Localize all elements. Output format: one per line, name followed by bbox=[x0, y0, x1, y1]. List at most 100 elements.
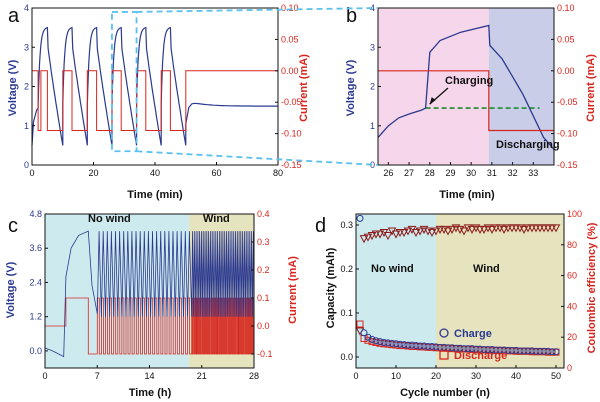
charge-point-10 bbox=[396, 340, 404, 348]
ce-point-12 bbox=[403, 227, 413, 236]
charge-point-47 bbox=[544, 347, 552, 355]
charging-annotation: Charging bbox=[445, 75, 493, 87]
panel-c-y2tick-label-5: 0.4 bbox=[257, 209, 270, 219]
panel-a-y2tick-label-4: -0.10 bbox=[281, 129, 302, 139]
panel-b-y-label: Voltage (V) bbox=[345, 59, 357, 116]
ce-point-49 bbox=[551, 224, 561, 233]
panel-a-y2tick-label-2: 0.00 bbox=[281, 66, 299, 76]
charge-point-36 bbox=[500, 346, 508, 354]
charge-point-37 bbox=[504, 346, 512, 354]
panel-d-y2tick-label-5: 100 bbox=[567, 209, 582, 219]
panel-a-y2-label: Current (mA) bbox=[298, 54, 310, 122]
charge-point-20 bbox=[436, 343, 444, 351]
panel-a-x-label: Time (min) bbox=[127, 189, 183, 201]
panel-c-y2tick-label-4: 0.3 bbox=[257, 237, 270, 247]
zoom-guides bbox=[111, 7, 379, 166]
charge-point-17 bbox=[424, 342, 432, 350]
panel-a-xtick-label-3: 60 bbox=[211, 168, 221, 178]
panel-a: 0 20 40 60 80 0 1 2 3 4 0.10 0.05 0.00 -0.05 -0.10 -0.1… bbox=[7, 3, 310, 201]
panel-b-xtick-label-6: 32 bbox=[508, 168, 518, 178]
panel-d-ytick-label-0: 0.0 bbox=[340, 352, 353, 362]
charge-point-18 bbox=[428, 342, 436, 350]
panel-c-xtick-label-4: 28 bbox=[249, 371, 259, 381]
ce-point-1 bbox=[359, 235, 369, 244]
panel-d-x-label: Cycle number (n) bbox=[400, 387, 490, 399]
panel-a-plot-area: 0 20 40 60 80 0 1 2 3 4 0.10 0.05 0.00 -0.05 -0.10 -0.1… bbox=[24, 3, 302, 178]
panel-c-xtick-label-0: 0 bbox=[42, 371, 47, 381]
panel-b-xtick-label-4: 30 bbox=[466, 168, 476, 178]
panel-d-xtick-label-3: 30 bbox=[471, 371, 481, 381]
ce-point-14 bbox=[411, 228, 421, 238]
panel-b-voltage-line bbox=[377, 24, 555, 150]
panel-d-wind-label: Wind bbox=[473, 263, 500, 275]
charge-point-46 bbox=[540, 347, 548, 355]
panel-d-y-label: Capacity (mAh) bbox=[325, 247, 337, 328]
panel-c-y2tick-label-2: 0.1 bbox=[257, 293, 270, 303]
charge-point-45 bbox=[536, 347, 544, 355]
panel-c: 0 7 14 21 28 0.0 1.2 2.4 3.6 4.8 -0.1 0.0 0.1 0.2 0.3 0… bbox=[5, 209, 299, 399]
charge-point-2 bbox=[364, 333, 372, 341]
panel-c-plot-area: 0 7 14 21 28 0.0 1.2 2.4 3.6 4.8 -0.1 0.0 0.1 0.2 0.3 0… bbox=[29, 209, 272, 381]
discharge-point-2 bbox=[364, 336, 372, 344]
wind-region-d bbox=[436, 214, 564, 368]
panel-b-xtick-label-2: 28 bbox=[425, 168, 435, 178]
charge-point-48 bbox=[548, 348, 556, 356]
panel-c-ytick-label-4: 4.8 bbox=[29, 209, 42, 219]
panel-c-frame bbox=[44, 213, 255, 369]
charge-point-28 bbox=[468, 345, 476, 353]
charge-point-21 bbox=[440, 343, 448, 351]
panel-b-y2tick-label-5: -0.15 bbox=[557, 160, 578, 170]
panel-c-voltage-line bbox=[44, 230, 254, 358]
panel-c-x-label: Time (h) bbox=[129, 387, 172, 399]
panel-c-y2tick-label-3: 0.2 bbox=[257, 265, 270, 275]
ce-point-26 bbox=[459, 227, 469, 236]
panel-b-ytick-label-0: 0 bbox=[370, 160, 375, 170]
charge-point-3 bbox=[368, 335, 376, 343]
panel-c-y2tick-label-0: -0.1 bbox=[257, 349, 273, 359]
ce-point-28 bbox=[467, 225, 477, 234]
charge-point-12 bbox=[404, 341, 412, 349]
panel-d-nowind-label: No wind bbox=[371, 263, 414, 275]
charge-point-13 bbox=[408, 341, 416, 349]
panel-d-plot-area: 0 10 20 30 40 50 0.0 0.1 0.2 0.3 0 20 40 60 80 100 bbox=[340, 209, 582, 381]
charge-point-9 bbox=[392, 340, 400, 348]
charge-point-14 bbox=[412, 342, 420, 350]
panel-b-current-line bbox=[378, 70, 554, 132]
panel-c-y2tick-label-1: 0.0 bbox=[257, 321, 270, 331]
panel-b-ytick-label-1: 1 bbox=[370, 121, 375, 131]
charge-point-30 bbox=[476, 345, 484, 353]
panel-c-xtick-label-1: 7 bbox=[95, 371, 100, 381]
charge-point-29 bbox=[472, 345, 480, 353]
panel-b-xtick-label-1: 27 bbox=[404, 168, 414, 178]
zoom-guide-bottom bbox=[136, 150, 379, 166]
panel-b-x-label: Time (min) bbox=[439, 189, 495, 201]
legend-charge-marker bbox=[439, 328, 449, 338]
panel-d-ytick-label-3: 0.3 bbox=[340, 220, 353, 230]
panel-a-ytick-label-2: 2 bbox=[24, 82, 29, 92]
panel-c-ytick-label-3: 3.6 bbox=[29, 243, 42, 253]
panel-c-ytick-label-0: 0.0 bbox=[29, 346, 42, 356]
charge-point-4 bbox=[372, 337, 380, 345]
ce-point-41 bbox=[519, 225, 529, 234]
panel-c-letter: c bbox=[8, 215, 18, 237]
charge-point-44 bbox=[532, 347, 540, 355]
panel-a-ytick-label-4: 4 bbox=[24, 3, 29, 13]
panel-a-letter: a bbox=[8, 5, 20, 27]
charge-point-0 bbox=[356, 214, 364, 222]
panel-d-xtick-label-1: 10 bbox=[391, 371, 401, 381]
discharge-point-0 bbox=[356, 320, 364, 328]
charge-point-11 bbox=[400, 341, 408, 349]
panel-b-y2tick-label-1: 0.05 bbox=[557, 34, 575, 44]
panel-d-xtick-label-5: 50 bbox=[551, 371, 561, 381]
panel-a-zoom-box bbox=[111, 11, 138, 153]
panel-b-letter: b bbox=[346, 5, 357, 27]
charge-point-42 bbox=[524, 347, 532, 355]
ce-point-33 bbox=[487, 225, 497, 234]
ce-point-18 bbox=[427, 228, 437, 238]
panel-d-frame bbox=[355, 213, 565, 369]
charge-point-35 bbox=[496, 346, 504, 354]
panel-d-y2tick-label-4: 80 bbox=[567, 240, 577, 250]
panel-b-plot-area: 2627282930313233012340.100.050.00-0.05-0… bbox=[370, 3, 578, 178]
ce-point-23 bbox=[447, 225, 457, 234]
panel-d: 0 10 20 30 40 50 0.0 0.1 0.2 0.3 0 20 40 60 80 100 d Cy… bbox=[315, 209, 598, 399]
